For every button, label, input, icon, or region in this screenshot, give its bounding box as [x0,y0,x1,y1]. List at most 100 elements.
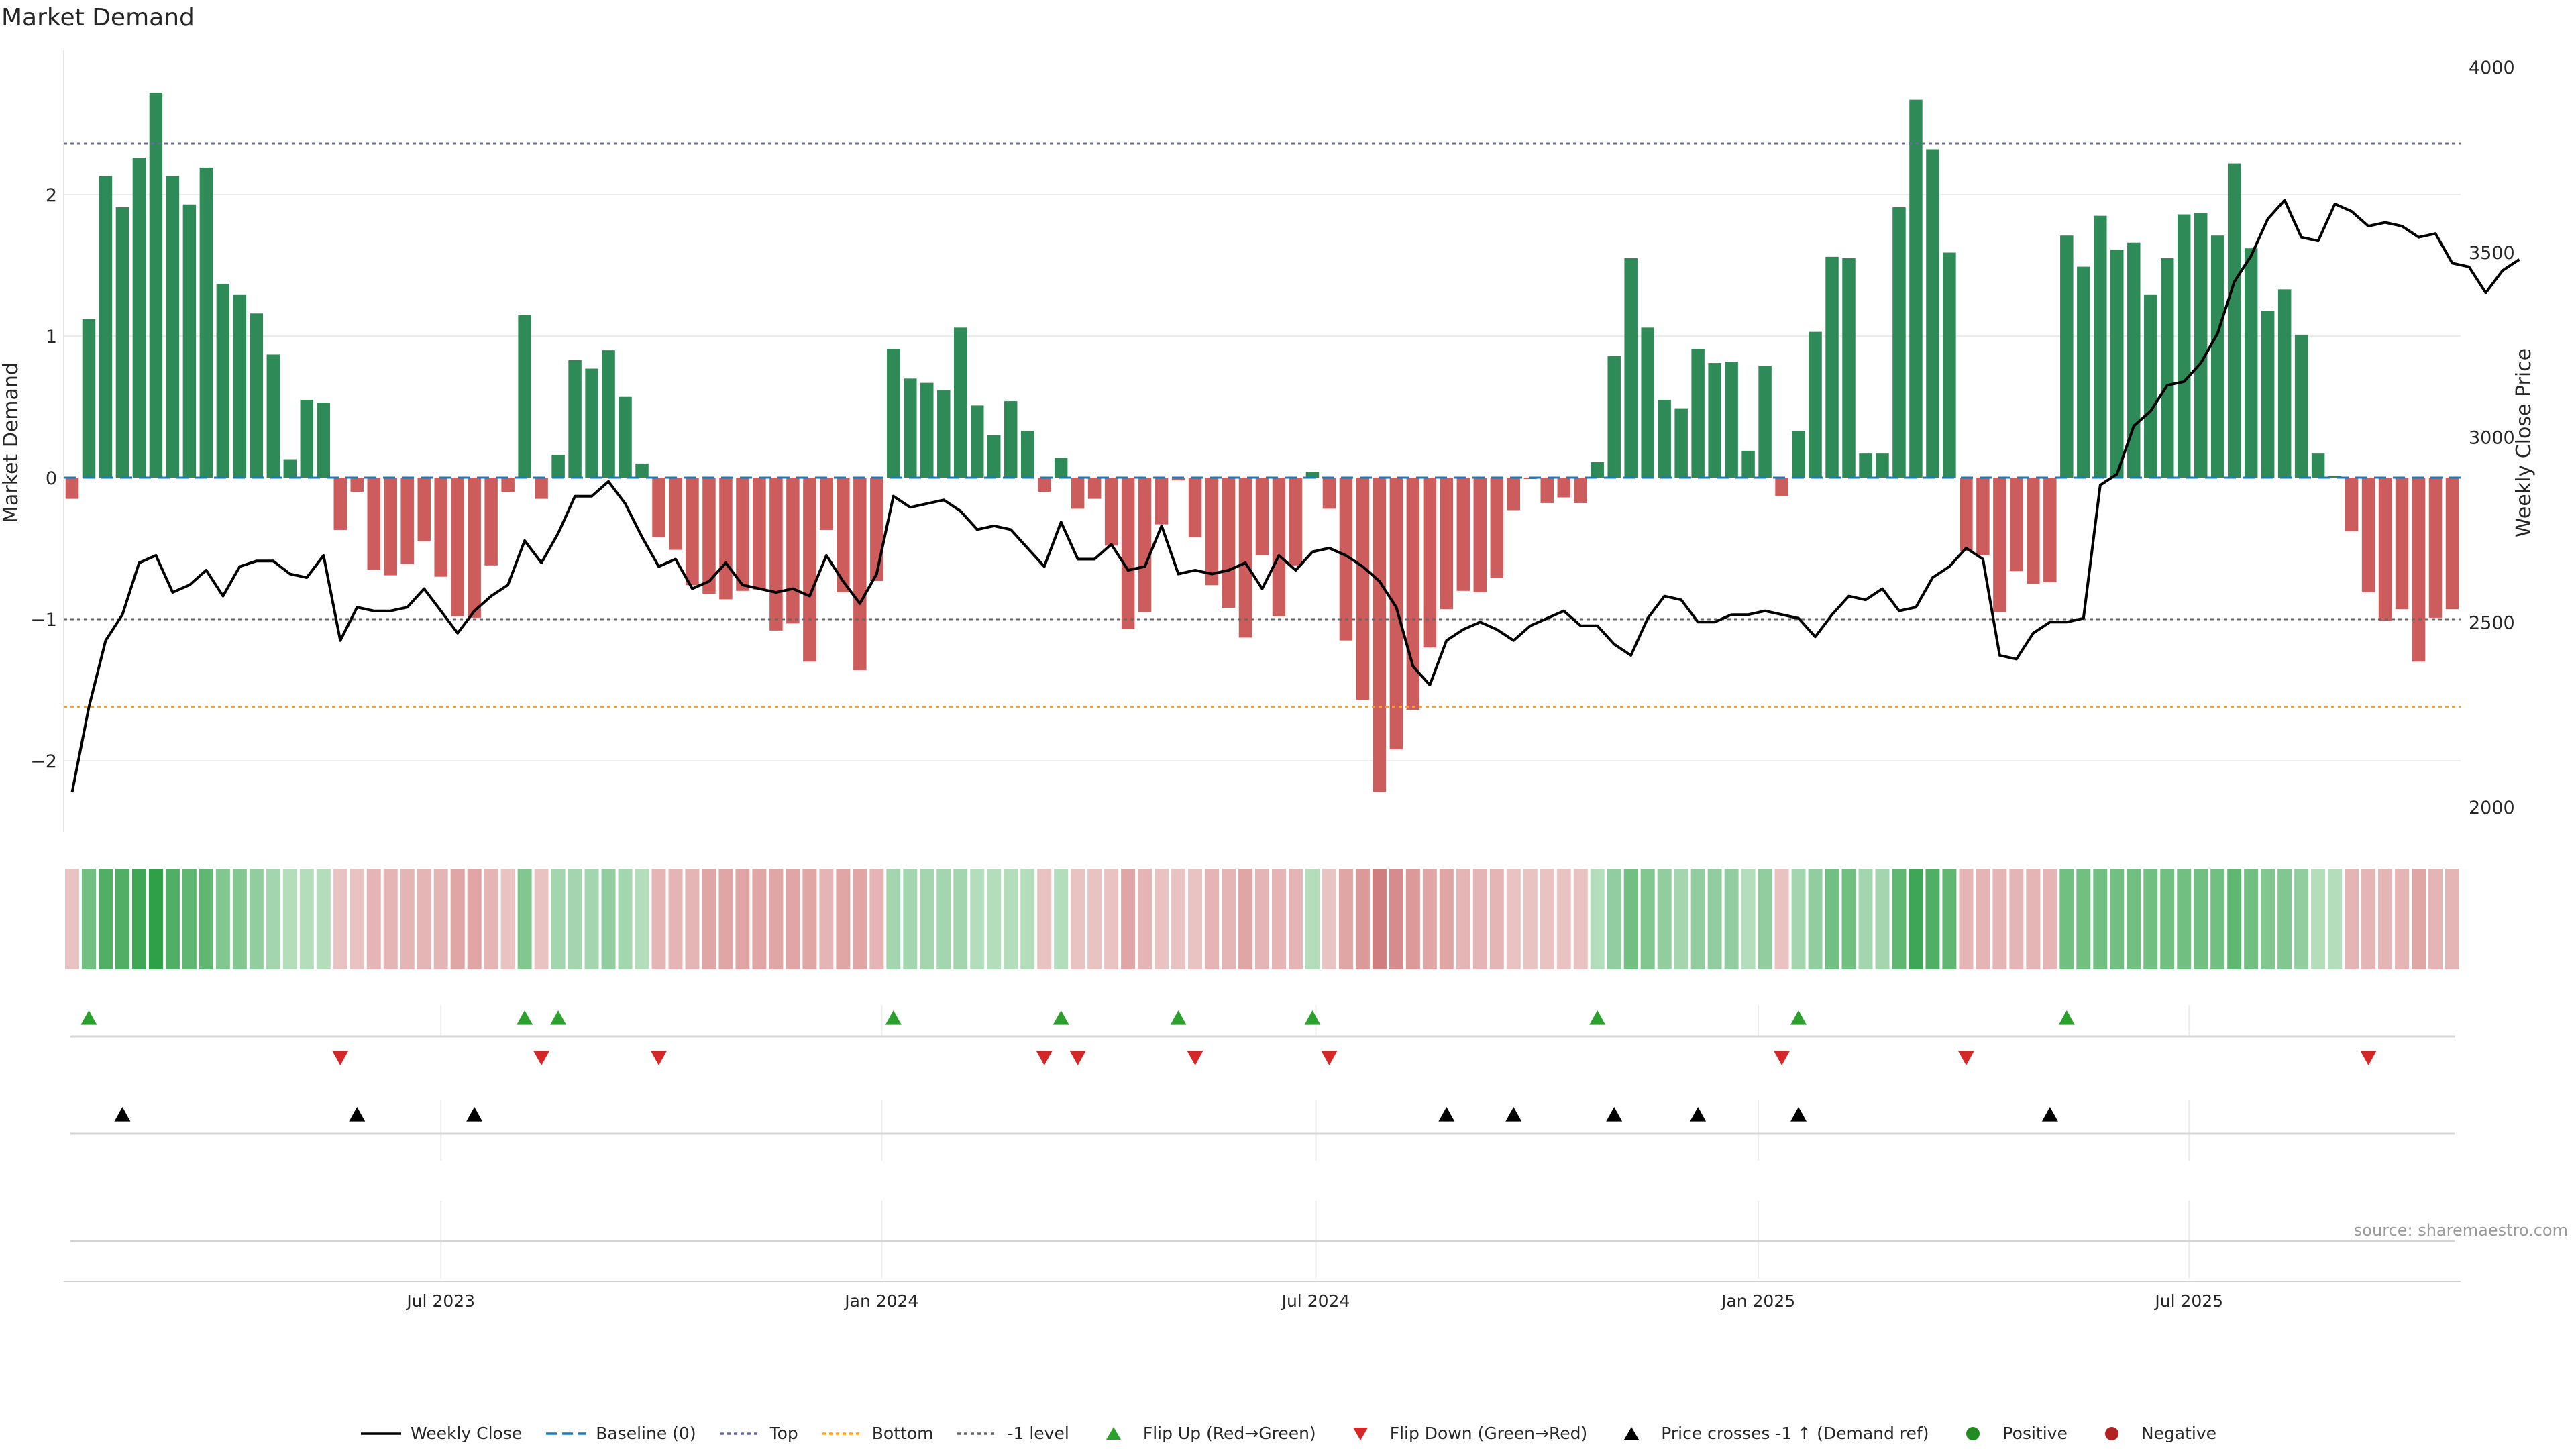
cross-up-marker [1606,1107,1623,1122]
pressure-cell [1674,869,1688,969]
demand-bar [837,478,850,592]
demand-bar [535,478,548,499]
pressure-cell [1222,869,1236,969]
legend-label: Negative [2141,1424,2217,1443]
demand-bar [149,93,163,478]
y2-tick-label: 4000 [2469,58,2515,78]
pressure-cell [98,869,113,969]
pressure-cell [484,869,498,969]
demand-bar [1943,252,1956,478]
pressure-cell [1858,869,1873,969]
pressure-cell [1104,869,1119,969]
pressure-cell [299,869,314,969]
demand-bar [99,176,113,478]
demand-bar [266,354,280,478]
pressure-cell [2361,869,2376,969]
pressure-cell [1758,869,1772,969]
pressure-cell [601,869,616,969]
demand-bar [2027,478,2040,584]
demand-bar [1993,478,2006,612]
legend-item: Weekly Close [360,1424,522,1443]
pressure-cell [148,869,163,969]
demand-bar [1976,478,1990,556]
demand-bar [367,478,380,570]
demand-bar [434,478,447,577]
demand-bar [2277,289,2292,478]
flip-up-marker [885,1010,902,1025]
demand-bar [652,478,665,537]
y-tick-label: 1 [46,327,57,347]
demand-bar [1389,478,1403,750]
demand-bar [1087,478,1102,499]
pressure-cell [1305,869,1320,969]
pressure-cell [1942,869,1957,969]
pressure-cell [500,869,515,969]
pressure-cell [1774,869,1789,969]
demand-bar [1540,478,1554,503]
demand-bar [1557,478,1570,498]
pressure-cell [970,869,985,969]
demand-bar [1423,478,1437,648]
triangle-up-icon [1624,1426,1640,1440]
y-tick-label: 2 [46,185,57,206]
weekly-close-line [70,199,2520,793]
flip-up-marker [1790,1010,1807,1025]
pressure-cell [1540,869,1554,969]
pressure-cell [584,869,599,969]
demand-bar [920,382,934,478]
pressure-cell [1623,869,1638,969]
demand-bar [602,350,615,478]
pressure-cell [1372,869,1387,969]
pressure-cell [366,869,381,969]
flip-down-marker [1774,1051,1790,1065]
demand-bar [1624,258,1638,478]
demand-bar [1322,478,1336,509]
demand-bar [1792,431,1805,478]
pressure-cell [1004,869,1018,969]
pressure-cell [316,869,331,969]
pressure-cell [1506,869,1521,969]
legend-label: Positive [2002,1424,2068,1443]
demand-bar [250,313,264,478]
pressure-cell [450,869,465,969]
cross-up-marker [349,1107,366,1122]
pressure-cell [2127,869,2141,969]
demand-bar [987,435,1001,478]
triangle-down-icon [1352,1427,1368,1440]
pressure-cell [2160,869,2175,969]
pressure-cell [1925,869,1940,969]
flip-up-marker [1053,1010,1069,1025]
circle-icon [2104,1426,2118,1440]
pressure-cell [802,869,817,969]
pressure-cell [131,869,146,969]
legend-label: -1 level [1007,1424,1069,1443]
pressure-cell [1472,869,1487,969]
pressure-cell [1020,869,1035,969]
pressure-cell [467,869,482,969]
demand-bar [400,478,414,564]
dashed-line-icon [546,1432,587,1435]
y-tick-label: −1 [30,610,57,631]
demand-bar [2412,478,2426,662]
pressure-cell [1607,869,1621,969]
cross-up-marker [1690,1107,1707,1122]
demand-bar [786,478,800,624]
gridlines [64,194,2461,1278]
pressure-cell [1037,869,1052,969]
cross-up-marker [1438,1107,1455,1122]
pressure-cell [2261,869,2275,969]
demand-bar [1071,478,1085,509]
demand-bar [870,478,883,582]
flip-down-marker [1187,1051,1203,1065]
pressure-cell [2345,869,2359,969]
demand-bar [2294,334,2308,478]
market-demand-chart: 2 1 0 −1 −2 4000 3500 3000 2500 2000 Jul 2023 Jan 2… [0,50,2536,1311]
demand-bar [1507,478,1521,511]
demand-bar [2177,214,2191,478]
x-tick-label: Jan 2025 [1720,1291,1795,1311]
demand-bar [1674,408,1688,478]
demand-bar [1004,401,1018,478]
demand-bar [451,478,464,616]
demand-bar [1725,361,1738,478]
demand-bar [1238,478,1252,638]
